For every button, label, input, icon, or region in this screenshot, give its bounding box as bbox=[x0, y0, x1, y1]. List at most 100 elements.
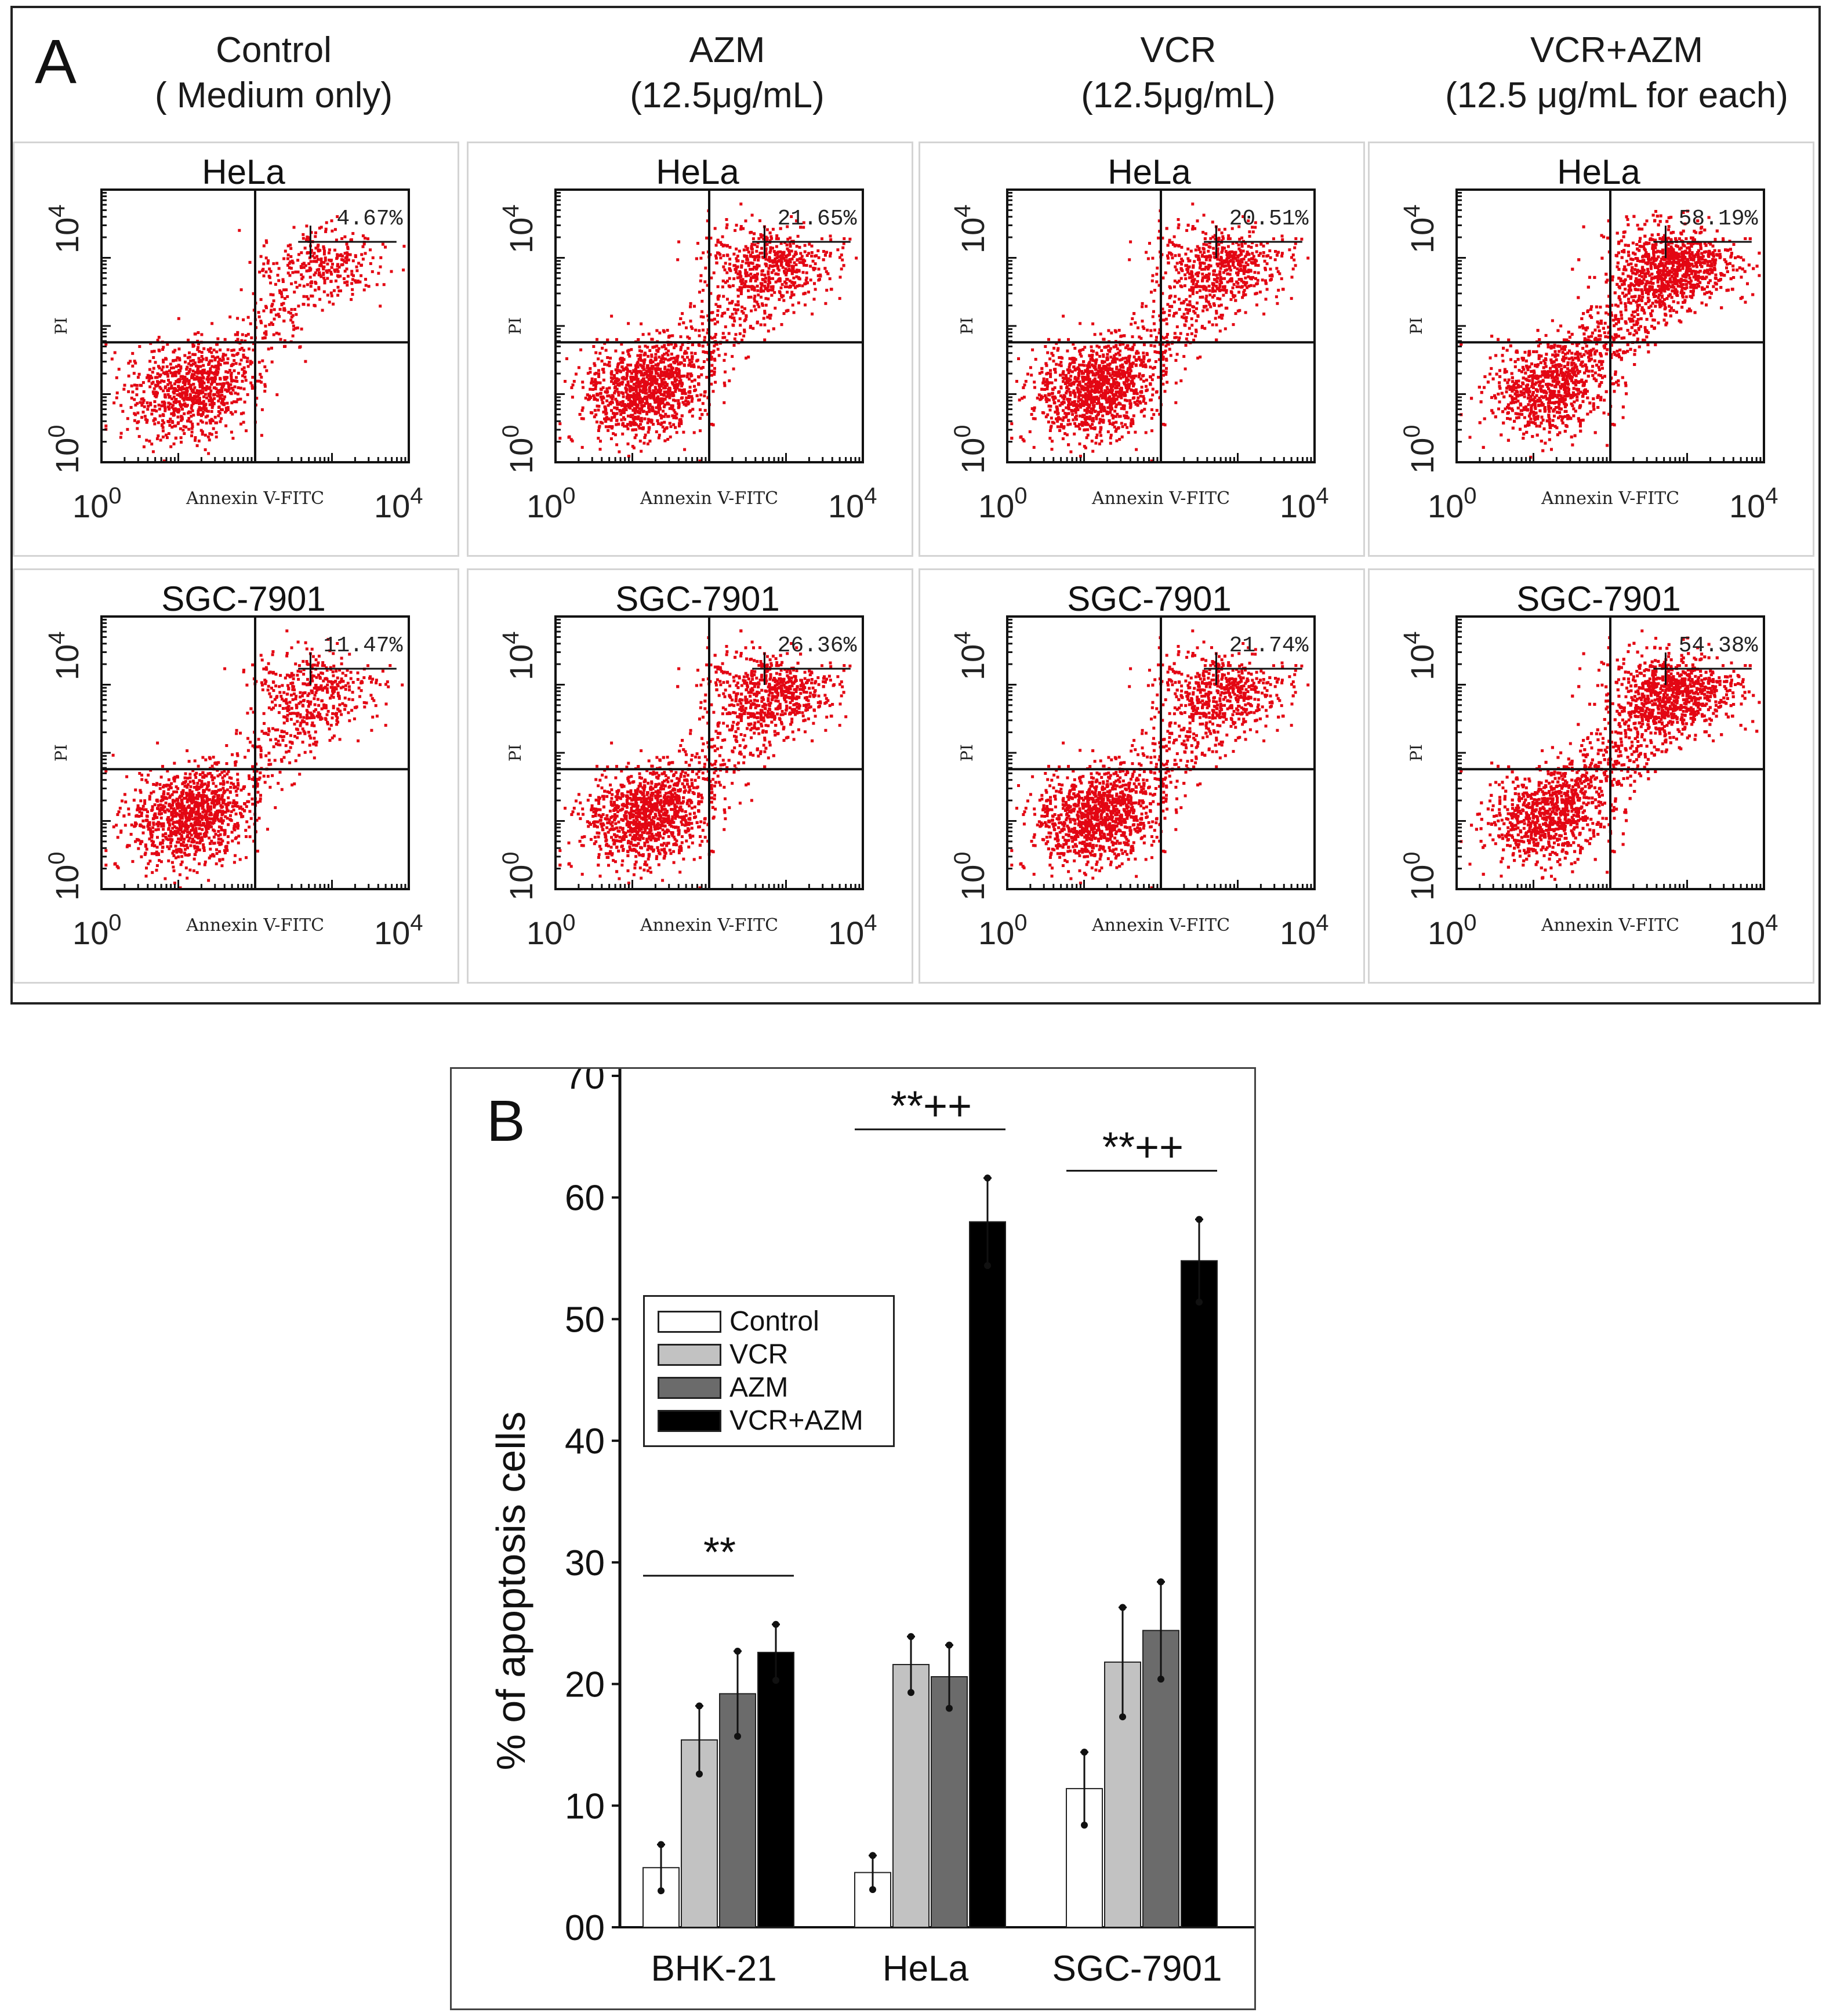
x-axis-label: Annexin V-FITC bbox=[1541, 488, 1679, 509]
legend-item-azm: AZM bbox=[658, 1371, 893, 1404]
scatter-plot-sgc-7901-0: SGC-7901 11.47% Annexin V-FITC PI 100 104 100 1… bbox=[13, 568, 459, 984]
y-tick-min: 100 bbox=[44, 425, 85, 474]
legend-swatch bbox=[658, 1310, 721, 1333]
percent-label: 21.74% bbox=[1229, 633, 1309, 658]
percent-label: 58.19% bbox=[1679, 206, 1758, 231]
y-tick-label: 60 bbox=[565, 1179, 605, 1219]
bar-vcr-azm-sgc-7901 bbox=[1181, 1260, 1218, 1928]
error-point bbox=[772, 1677, 779, 1684]
column-header-azm: AZM (12.5μg/mL) bbox=[507, 28, 948, 118]
y-tick-label: 50 bbox=[565, 1300, 605, 1340]
y-tick-max: 104 bbox=[498, 204, 539, 253]
legend-swatch bbox=[658, 1343, 721, 1366]
y-tick-min: 100 bbox=[44, 851, 85, 901]
scatter-svg: SGC-7901 21.74% Annexin V-FITC PI 100 104 100 1… bbox=[950, 579, 1329, 951]
cell-line-label: SGC-7901 bbox=[1067, 579, 1231, 618]
column-header-vcr-azm: VCR+AZM (12.5 μg/mL for each) bbox=[1396, 28, 1826, 118]
legend-label: VCR bbox=[729, 1339, 789, 1370]
column-title: VCR bbox=[1140, 30, 1217, 70]
x-tick-max: 104 bbox=[1280, 483, 1329, 524]
y-tick-min: 100 bbox=[950, 425, 991, 474]
y-tick-label: 00 bbox=[565, 1908, 605, 1948]
significance-label: **++ bbox=[1102, 1125, 1184, 1171]
error-point bbox=[1196, 1216, 1203, 1223]
column-subtitle: (12.5μg/mL) bbox=[1081, 75, 1276, 115]
cell-line-label: HeLa bbox=[202, 153, 285, 191]
percent-label: 20.51% bbox=[1229, 206, 1309, 231]
y-tick-min: 100 bbox=[1399, 851, 1440, 901]
x-axis-label: Annexin V-FITC bbox=[186, 915, 324, 936]
scatter-svg: HeLa 20.51% Annexin V-FITC PI 100 104 100 104 bbox=[950, 153, 1329, 524]
scatter-plot-sgc-7901-2: SGC-7901 21.74% Annexin V-FITC PI 100 104 100 1… bbox=[919, 568, 1365, 984]
x-tick-max: 104 bbox=[828, 910, 877, 951]
error-point bbox=[869, 1852, 876, 1859]
error-point bbox=[946, 1641, 953, 1649]
percent-label: 54.38% bbox=[1679, 633, 1758, 658]
scatter-svg: SGC-7901 54.38% Annexin V-FITC PI 100 104 100 1… bbox=[1399, 579, 1778, 951]
scatter-dots bbox=[104, 629, 404, 890]
percent-label: 26.36% bbox=[778, 633, 857, 658]
bar-chart-svg: 00 10 20 30 40 50 60 70 BHK-21 HeLa SGC-7901 ** **++… bbox=[565, 1069, 1254, 1989]
legend-label: AZM bbox=[729, 1372, 789, 1403]
legend-item-control: Control bbox=[658, 1305, 893, 1338]
legend-label: VCR+AZM bbox=[729, 1405, 863, 1436]
x-tick-max: 104 bbox=[374, 483, 423, 524]
x-tick-min: 100 bbox=[527, 483, 576, 524]
y-tick-min: 100 bbox=[1399, 425, 1440, 474]
legend-swatch bbox=[658, 1376, 721, 1399]
scatter-svg: SGC-7901 26.36% Annexin V-FITC PI 100 104 100 1… bbox=[498, 579, 877, 951]
x-tick-min: 100 bbox=[1428, 910, 1477, 951]
panel-a-letter: A bbox=[35, 26, 77, 96]
column-title: Control bbox=[216, 30, 332, 70]
scatter-dots bbox=[1460, 629, 1761, 881]
scatter-plot-hela-2: HeLa 20.51% Annexin V-FITC PI 100 104 100 104 bbox=[919, 142, 1365, 557]
scatter-plot-hela-0: HeLa 4.67% Annexin V-FITC PI 100 104 100 104 bbox=[13, 142, 459, 557]
x-tick-max: 104 bbox=[1729, 910, 1778, 951]
legend-item-vcr: VCR bbox=[658, 1338, 893, 1371]
error-point bbox=[984, 1262, 991, 1270]
y-tick-max: 104 bbox=[1399, 204, 1440, 253]
column-header-vcr: VCR (12.5μg/mL) bbox=[958, 28, 1399, 118]
scatter-svg: HeLa 58.19% Annexin V-FITC PI 100 104 100 104 bbox=[1399, 153, 1778, 524]
y-tick-max: 104 bbox=[950, 204, 991, 253]
column-subtitle: ( Medium only) bbox=[155, 75, 393, 115]
x-tick-min: 100 bbox=[72, 483, 122, 524]
error-point bbox=[1119, 1604, 1126, 1611]
column-subtitle: (12.5 μg/mL for each) bbox=[1445, 75, 1788, 115]
y-axis-label: PI bbox=[957, 317, 976, 335]
x-tick-label: HeLa bbox=[883, 1949, 969, 1989]
percent-label: 21.65% bbox=[778, 206, 857, 231]
error-point bbox=[984, 1174, 991, 1182]
x-axis-label: Annexin V-FITC bbox=[640, 488, 778, 509]
column-header-control: Control ( Medium only) bbox=[53, 28, 494, 118]
significance-label: **++ bbox=[891, 1083, 972, 1129]
x-tick-min: 100 bbox=[978, 910, 1028, 951]
x-tick-max: 104 bbox=[374, 910, 423, 951]
x-tick-min: 100 bbox=[527, 910, 576, 951]
y-tick-label: 30 bbox=[565, 1543, 605, 1583]
x-tick-min: 100 bbox=[72, 910, 122, 951]
cell-line-label: HeLa bbox=[656, 153, 739, 191]
error-point bbox=[696, 1770, 703, 1778]
cell-line-label: HeLa bbox=[1108, 153, 1191, 191]
x-axis-label: Annexin V-FITC bbox=[1091, 915, 1230, 936]
column-title: VCR+AZM bbox=[1530, 30, 1703, 70]
x-tick-min: 100 bbox=[978, 483, 1028, 524]
x-axis-label: Annexin V-FITC bbox=[640, 915, 778, 936]
scatter-plot-hela-3: HeLa 58.19% Annexin V-FITC PI 100 104 100 104 bbox=[1368, 142, 1814, 557]
y-axis-label: PI bbox=[1407, 317, 1426, 335]
bar-azm-hela bbox=[931, 1676, 968, 1928]
scatter-dots bbox=[558, 202, 858, 463]
error-point bbox=[1196, 1299, 1203, 1306]
cell-line-label: HeLa bbox=[1557, 153, 1640, 191]
y-axis-label: PI bbox=[957, 744, 976, 762]
y-tick-label: 10 bbox=[565, 1786, 605, 1826]
cell-line-label: SGC-7901 bbox=[615, 579, 779, 618]
y-tick-label: 70 bbox=[565, 1069, 605, 1097]
error-point bbox=[1081, 1821, 1088, 1829]
y-tick-max: 104 bbox=[44, 204, 85, 253]
error-point bbox=[1119, 1713, 1126, 1721]
error-point bbox=[658, 1887, 665, 1895]
error-point bbox=[1081, 1749, 1088, 1756]
error-point bbox=[734, 1732, 741, 1740]
